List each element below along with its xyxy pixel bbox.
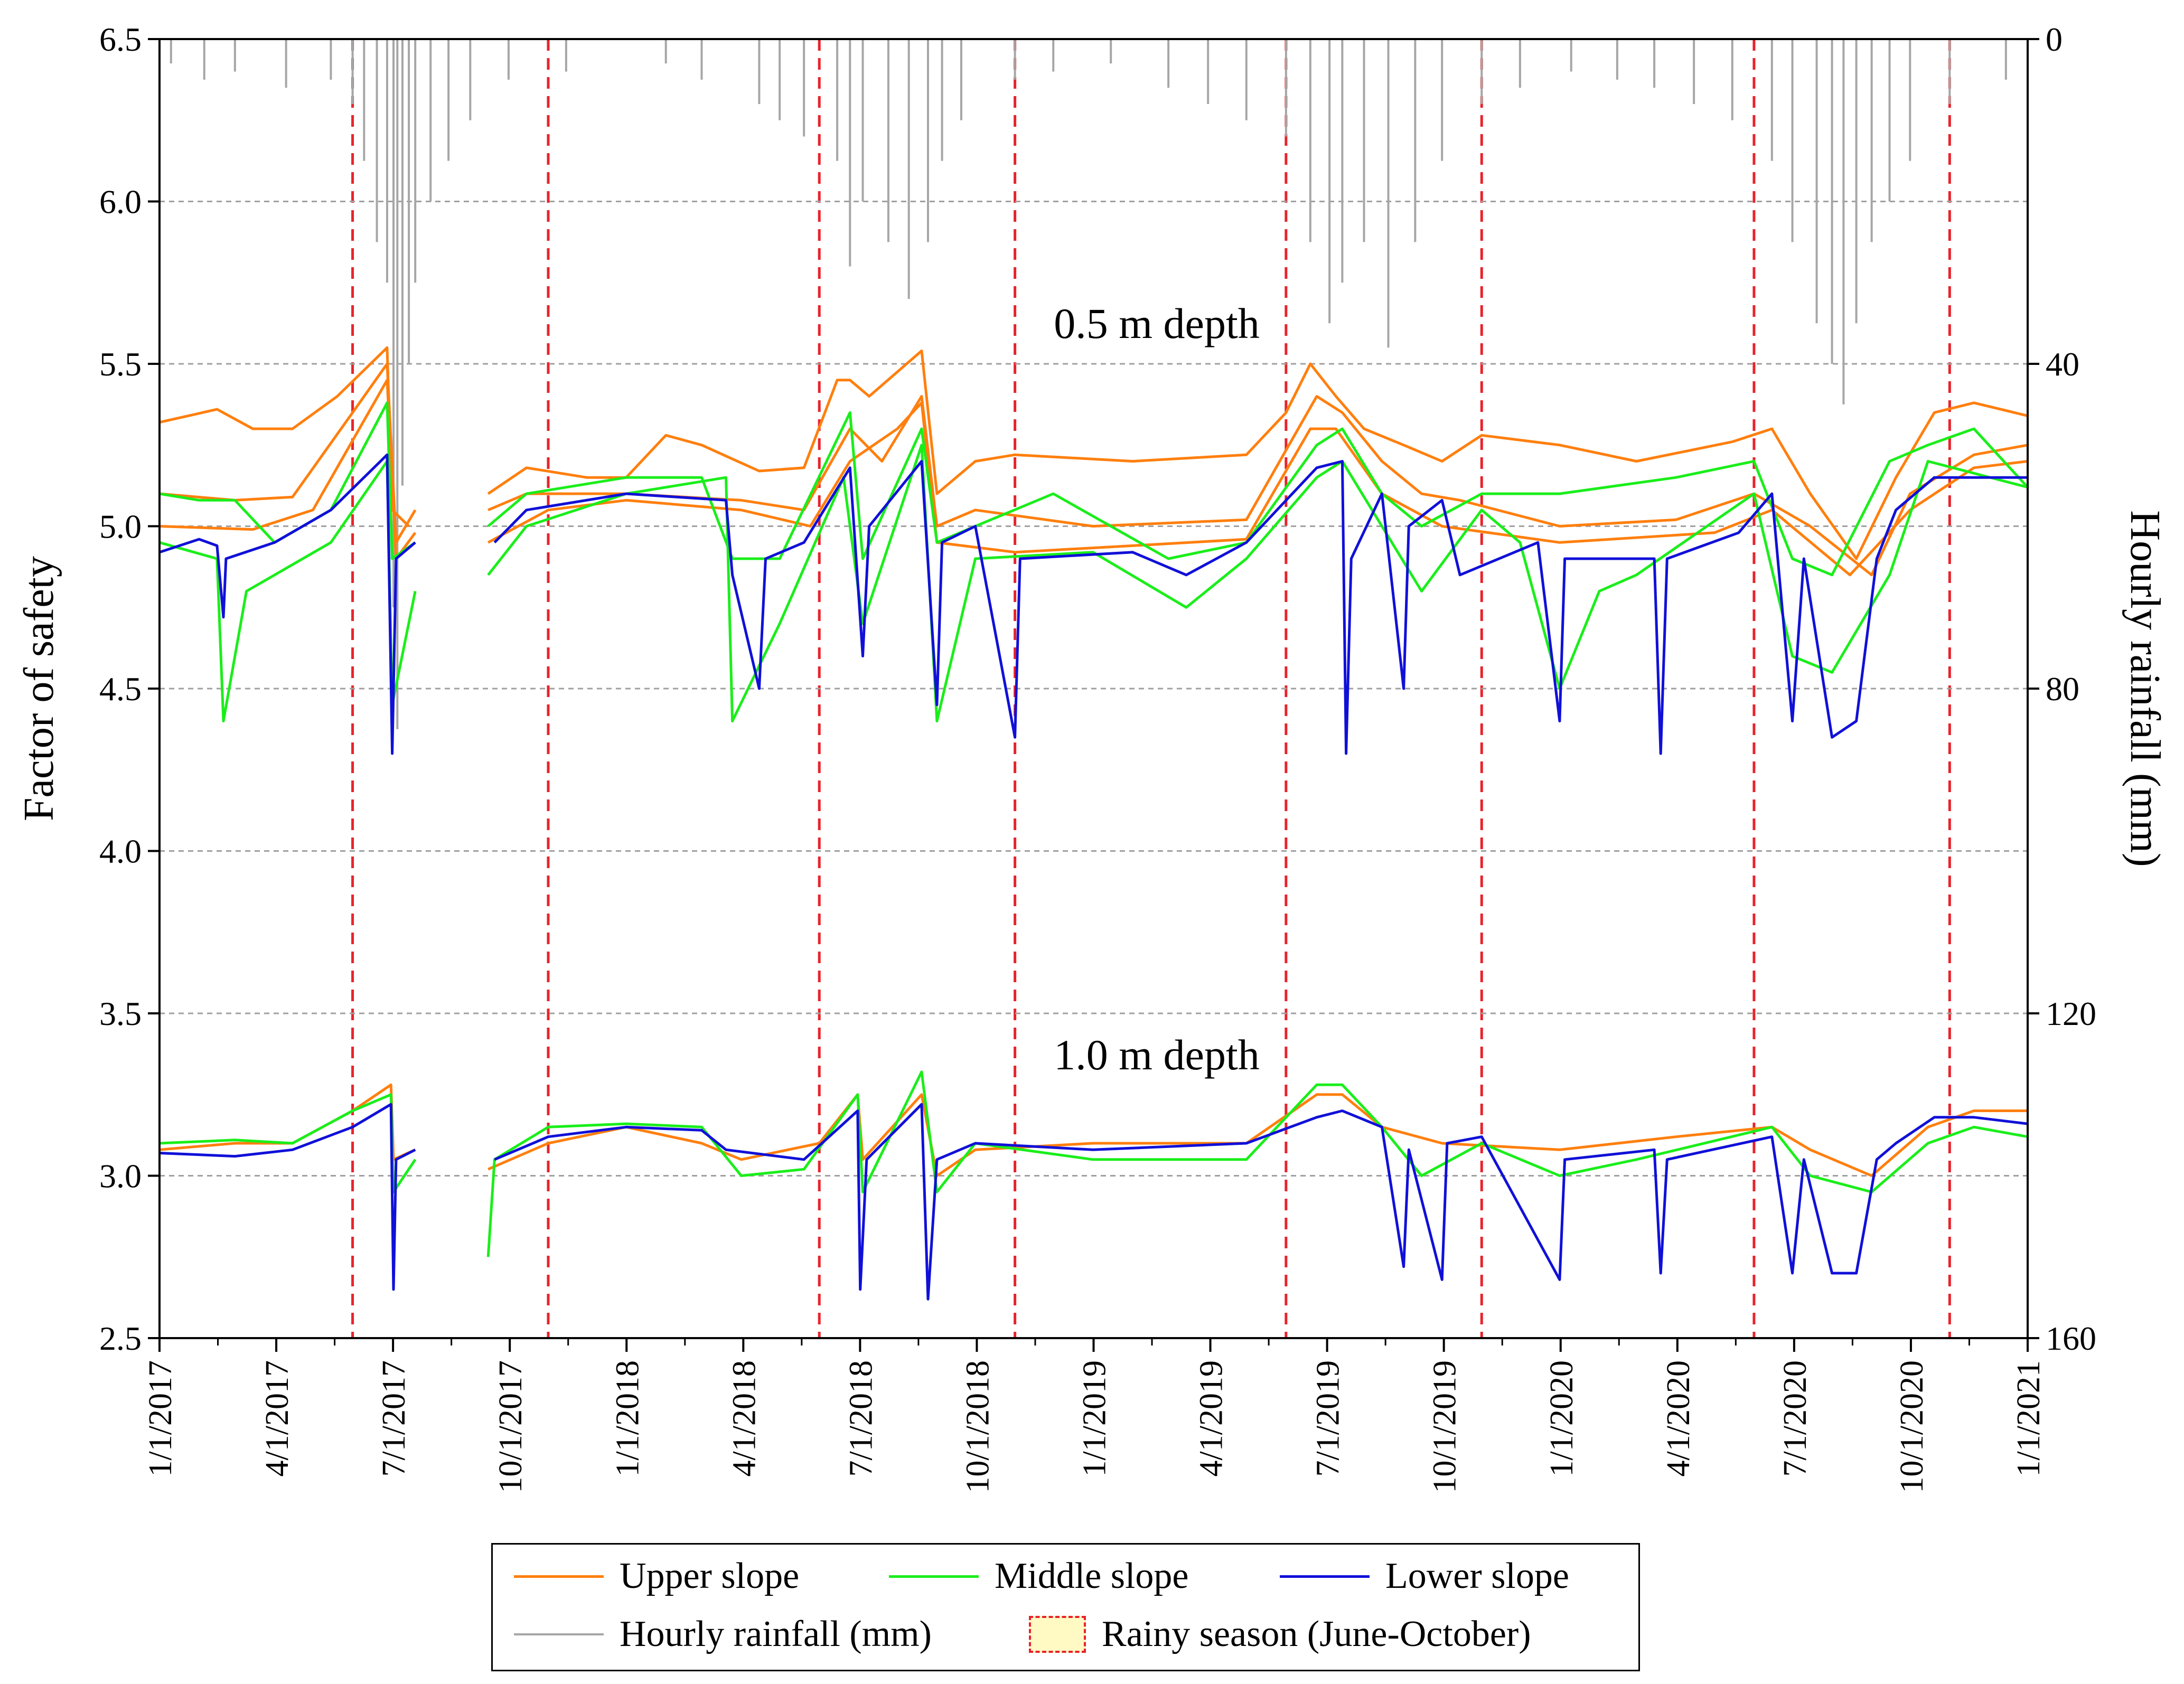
- x-tick-label-7: 10/1/2018: [960, 1360, 996, 1493]
- y-left-tick-label-1: 3.0: [99, 1158, 142, 1195]
- x-tick-label-16: 1/1/2021: [2011, 1360, 2047, 1476]
- factor-of-safety-series: [159, 346, 2029, 1301]
- x-tick-label-0: 1/1/2017: [143, 1360, 179, 1476]
- legend-swatch-middle: [889, 1575, 979, 1578]
- x-tick-label-8: 1/1/2019: [1077, 1360, 1113, 1476]
- y-left-tick-label-6: 5.5: [99, 345, 142, 383]
- legend-label-rain: Hourly rainfall (mm): [620, 1614, 932, 1654]
- y-left-tick-label-7: 6.0: [99, 183, 142, 221]
- x-tick-label-1: 4/1/2017: [259, 1360, 295, 1476]
- legend-item-upper: Upper slope: [514, 1555, 799, 1597]
- series-lower-5: [159, 453, 2028, 755]
- x-tick-label-3: 10/1/2017: [493, 1360, 529, 1493]
- legend: Upper slope Middle slope Lower slope Hou…: [491, 1543, 1640, 1671]
- legend-swatch-rainy: [1029, 1616, 1086, 1653]
- series-upper-1: [159, 362, 2028, 577]
- x-tick-label-12: 1/1/2020: [1544, 1360, 1580, 1476]
- x-tick-label-14: 7/1/2020: [1777, 1360, 1813, 1476]
- y-left-tick-label-0: 2.5: [99, 1320, 142, 1357]
- annotation-0-5m: 0.5 m depth: [1054, 299, 1259, 347]
- y-axis-left-label: Factor of safety: [16, 556, 62, 821]
- series-upper-2: [159, 379, 2028, 577]
- y-left-tick-label-8: 6.5: [99, 21, 142, 58]
- legend-label-lower: Lower slope: [1385, 1556, 1569, 1596]
- x-tick-label-2: 7/1/2017: [376, 1360, 412, 1476]
- legend-item-rain: Hourly rainfall (mm): [514, 1613, 932, 1655]
- series-middle-4: [159, 444, 2028, 722]
- x-tick-label-6: 7/1/2018: [843, 1360, 879, 1476]
- legend-label-upper: Upper slope: [620, 1556, 800, 1596]
- y-left-tick-label-5: 5.0: [99, 508, 142, 545]
- x-tick-label-11: 10/1/2019: [1427, 1360, 1463, 1493]
- x-tick-label-4: 1/1/2018: [610, 1360, 645, 1476]
- gridlines: [160, 201, 2028, 1177]
- legend-swatch-rain: [514, 1633, 604, 1635]
- y-right-tick-label-3: 40: [2046, 345, 2079, 383]
- x-tick-label-13: 4/1/2020: [1661, 1360, 1696, 1476]
- y-left-tick-label-2: 3.5: [99, 995, 142, 1032]
- legend-swatch-lower: [1280, 1575, 1370, 1578]
- series-lower-8: [159, 1103, 2028, 1301]
- y-left-tick-label-3: 4.0: [99, 833, 142, 870]
- legend-item-lower: Lower slope: [1280, 1555, 1569, 1597]
- legend-swatch-upper: [514, 1575, 604, 1578]
- legend-item-rainy: Rainy season (June-October): [1029, 1613, 1531, 1655]
- x-tick-label-5: 4/1/2018: [726, 1360, 762, 1476]
- y-left-tick-label-4: 4.5: [99, 670, 142, 708]
- x-tick-label-9: 4/1/2019: [1194, 1360, 1230, 1476]
- y-axis-right-label: Hourly rainfall (mm): [2122, 510, 2168, 867]
- legend-item-middle: Middle slope: [889, 1555, 1188, 1597]
- y-right-tick-label-4: 0: [2046, 21, 2063, 58]
- legend-label-rainy: Rainy season (June-October): [1102, 1614, 1531, 1654]
- legend-label-middle: Middle slope: [995, 1556, 1189, 1596]
- y-right-tick-label-2: 80: [2046, 670, 2079, 708]
- y-right-tick-label-1: 120: [2046, 995, 2096, 1032]
- y-right-tick-label-0: 160: [2046, 1320, 2096, 1357]
- x-tick-label-10: 7/1/2019: [1310, 1360, 1346, 1476]
- axes: 2.5 3.0 3.5 4.0 4.5 5.0 5.5 6.0 6.5 160 120 80 40 0 1/…: [99, 21, 2096, 1493]
- rainfall-series: [170, 39, 2007, 729]
- series-middle-7: [159, 1070, 2028, 1257]
- series-upper-6: [159, 1083, 2028, 1177]
- x-tick-label-15: 10/1/2020: [1894, 1360, 1930, 1493]
- annotation-1-0m: 1.0 m depth: [1054, 1031, 1259, 1079]
